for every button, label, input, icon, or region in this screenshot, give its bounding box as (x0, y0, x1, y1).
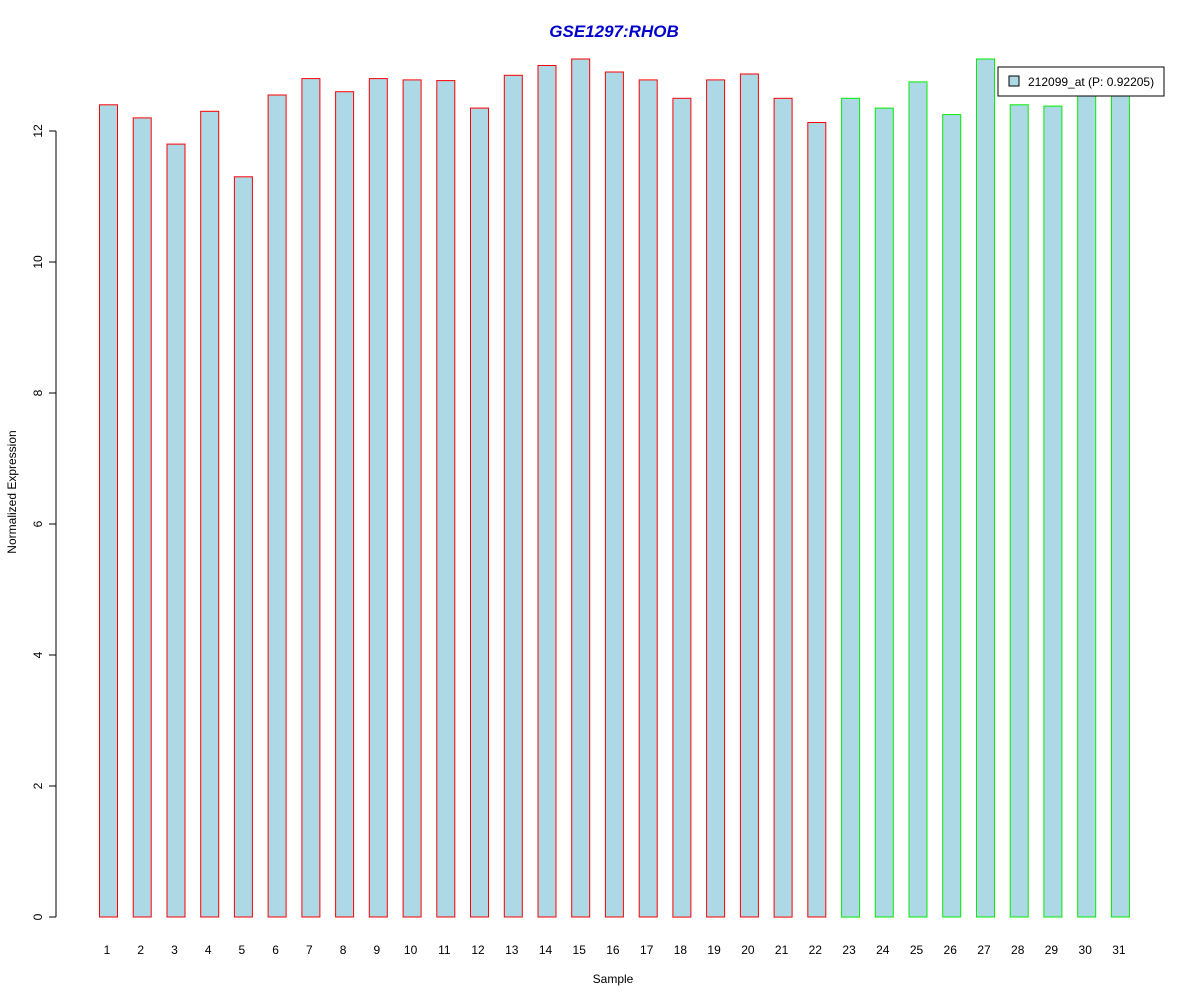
bars-group (99, 58, 1130, 918)
x-tick-label: 10 (404, 943, 418, 957)
x-tick-label: 7 (306, 943, 313, 957)
legend: 212099_at (P: 0.92205) (997, 66, 1165, 97)
legend-swatch (1008, 75, 1020, 87)
bar-sample-9 (368, 78, 388, 918)
bar-sample-1 (99, 104, 118, 918)
bar-sample-26 (942, 114, 962, 918)
bar-sample-21 (773, 97, 793, 918)
bar-sample-17 (638, 79, 658, 918)
x-tick-label: 24 (876, 943, 890, 957)
bar-sample-28 (1009, 104, 1029, 918)
y-axis: 0 2 4 6 8 10 12 (31, 124, 57, 920)
x-tick-label: 19 (707, 943, 721, 957)
bar-sample-19 (706, 79, 726, 918)
y-tick-label: 4 (31, 651, 45, 658)
x-tick-label: 26 (944, 943, 958, 957)
y-tick-label: 2 (31, 782, 45, 789)
x-tick-labels: 1 2 3 4 5 6 7 8 9 10 11 12 13 14 15 16 17 18 19 20 21 22 23 24 2… (104, 943, 1126, 957)
x-tick-label: 14 (539, 943, 553, 957)
x-tick-label: 31 (1112, 943, 1126, 957)
x-tick-label: 9 (373, 943, 380, 957)
x-tick-label: 3 (171, 943, 178, 957)
x-tick-label: 11 (438, 943, 451, 957)
bar-sample-5 (233, 176, 253, 918)
x-tick-label: 17 (640, 943, 654, 957)
x-tick-label: 12 (471, 943, 485, 957)
x-tick-label: 21 (775, 943, 789, 957)
legend-label: 212099_at (P: 0.92205) (1028, 75, 1154, 89)
bar-sample-7 (301, 78, 321, 918)
bar-sample-18 (672, 97, 692, 918)
x-tick-label: 8 (340, 943, 347, 957)
x-tick-label: 28 (1011, 943, 1025, 957)
bar-sample-27 (976, 58, 995, 918)
bar-sample-20 (739, 73, 759, 918)
bar-sample-13 (503, 74, 523, 918)
x-tick-label: 5 (239, 943, 246, 957)
bar-sample-23 (841, 97, 861, 918)
bar-sample-30 (1077, 91, 1097, 918)
x-tick-label: 30 (1079, 943, 1093, 957)
x-tick-label: 1 (104, 943, 111, 957)
x-tick-label: 13 (505, 943, 519, 957)
x-tick-label: 25 (910, 943, 924, 957)
y-tick-label: 10 (31, 255, 45, 269)
bar-sample-14 (537, 65, 557, 918)
x-tick-label: 15 (573, 943, 587, 957)
x-tick-label: 6 (272, 943, 279, 957)
bar-sample-6 (267, 94, 287, 918)
bar-sample-15 (571, 58, 591, 918)
bar-sample-3 (166, 143, 186, 918)
x-tick-label: 22 (809, 943, 823, 957)
bar-sample-31 (1110, 91, 1130, 918)
bar-sample-10 (402, 79, 422, 918)
y-axis-label: Normalized Expression (5, 430, 19, 553)
x-tick-label: 23 (842, 943, 856, 957)
x-tick-label: 4 (205, 943, 212, 957)
bar-sample-25 (908, 81, 928, 918)
y-tick-label: 0 (31, 913, 45, 920)
y-tick-label: 8 (31, 389, 45, 396)
legend-box (997, 66, 1165, 97)
bar-sample-22 (807, 122, 827, 918)
x-axis-label: Sample (593, 972, 634, 986)
bar-sample-2 (132, 117, 152, 918)
bar-sample-29 (1043, 105, 1063, 918)
x-tick-label: 2 (137, 943, 144, 957)
bar-sample-24 (874, 107, 894, 918)
x-tick-label: 20 (741, 943, 755, 957)
y-tick-label: 12 (31, 124, 45, 138)
bar-sample-11 (436, 80, 456, 918)
chart-title: GSE1297:RHOB (549, 22, 678, 41)
x-tick-label: 27 (977, 943, 991, 957)
bar-sample-12 (470, 107, 489, 918)
x-tick-label: 18 (674, 943, 688, 957)
bar-sample-4 (200, 110, 220, 918)
bar-sample-8 (335, 91, 355, 918)
x-tick-label: 16 (606, 943, 620, 957)
bar-sample-16 (604, 71, 624, 918)
y-tick-label: 6 (31, 520, 45, 527)
x-tick-label: 29 (1045, 943, 1059, 957)
